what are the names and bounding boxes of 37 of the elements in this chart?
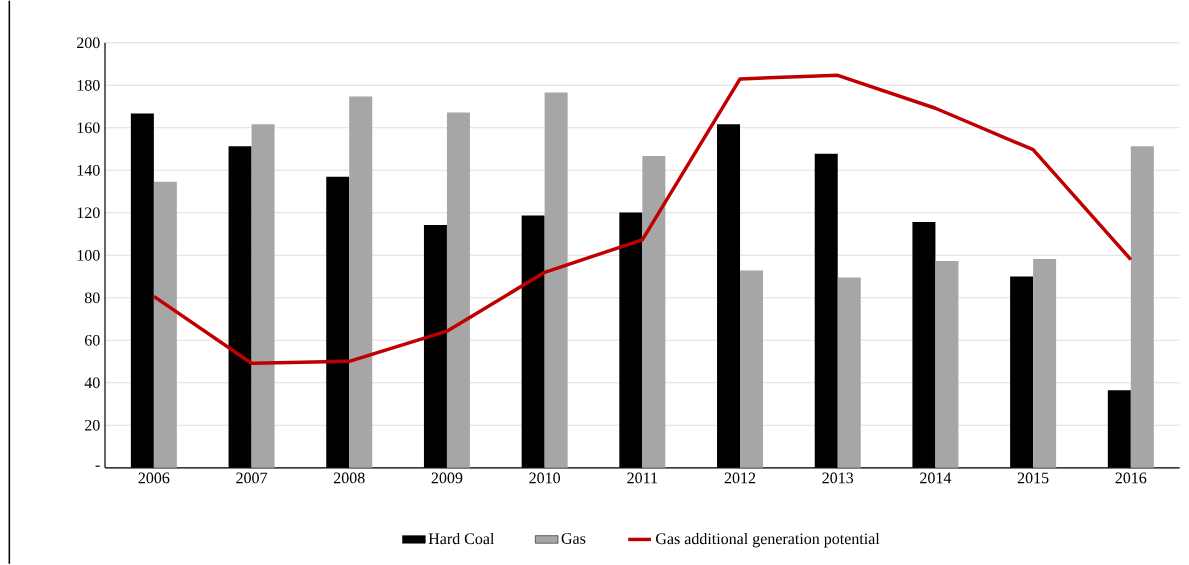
bar xyxy=(1033,259,1057,468)
line-series xyxy=(152,73,1133,366)
y-tick-label: 20 xyxy=(85,420,100,431)
y-tick-label: 160 xyxy=(77,122,100,134)
x-tick-label: 2006 xyxy=(138,472,170,484)
x-tick-label: 2010 xyxy=(529,472,561,484)
y-tick-label: - xyxy=(95,465,100,467)
bar xyxy=(740,270,764,468)
bar xyxy=(251,124,275,468)
bar xyxy=(349,96,373,468)
x-tick-label: 2015 xyxy=(1017,472,1049,484)
bar xyxy=(642,156,666,468)
x-tick-label: 2008 xyxy=(333,472,365,484)
x-tick-label: 2014 xyxy=(920,472,952,484)
x-tick-label: 2016 xyxy=(1115,472,1147,484)
x-tick-label: 2013 xyxy=(822,472,854,484)
x-tick-label: 2007 xyxy=(236,472,268,484)
legend-label: Gas additional generation potential xyxy=(656,533,880,548)
y-tick-label: 60 xyxy=(84,335,100,346)
legend-label: Gas xyxy=(561,533,586,545)
y-tick-label: 80 xyxy=(84,292,100,304)
legend-label: Hard Coal xyxy=(428,533,495,545)
y-tick-label: 180 xyxy=(77,80,100,91)
bar xyxy=(1130,146,1154,468)
y-tick-label: 120 xyxy=(77,207,100,219)
x-tick-label: 2009 xyxy=(431,472,463,484)
bar xyxy=(446,112,470,468)
bar xyxy=(544,92,568,468)
x-tick-label: 2012 xyxy=(724,472,756,484)
x-tick-label: 2011 xyxy=(627,472,658,484)
y-tick-label: 100 xyxy=(77,250,100,261)
y-tick-label: 140 xyxy=(77,165,100,176)
y-tick-label: 40 xyxy=(84,377,100,389)
y-tick-label: 200 xyxy=(77,37,100,49)
bar xyxy=(935,261,959,468)
bar xyxy=(837,277,861,468)
bar xyxy=(153,181,177,468)
